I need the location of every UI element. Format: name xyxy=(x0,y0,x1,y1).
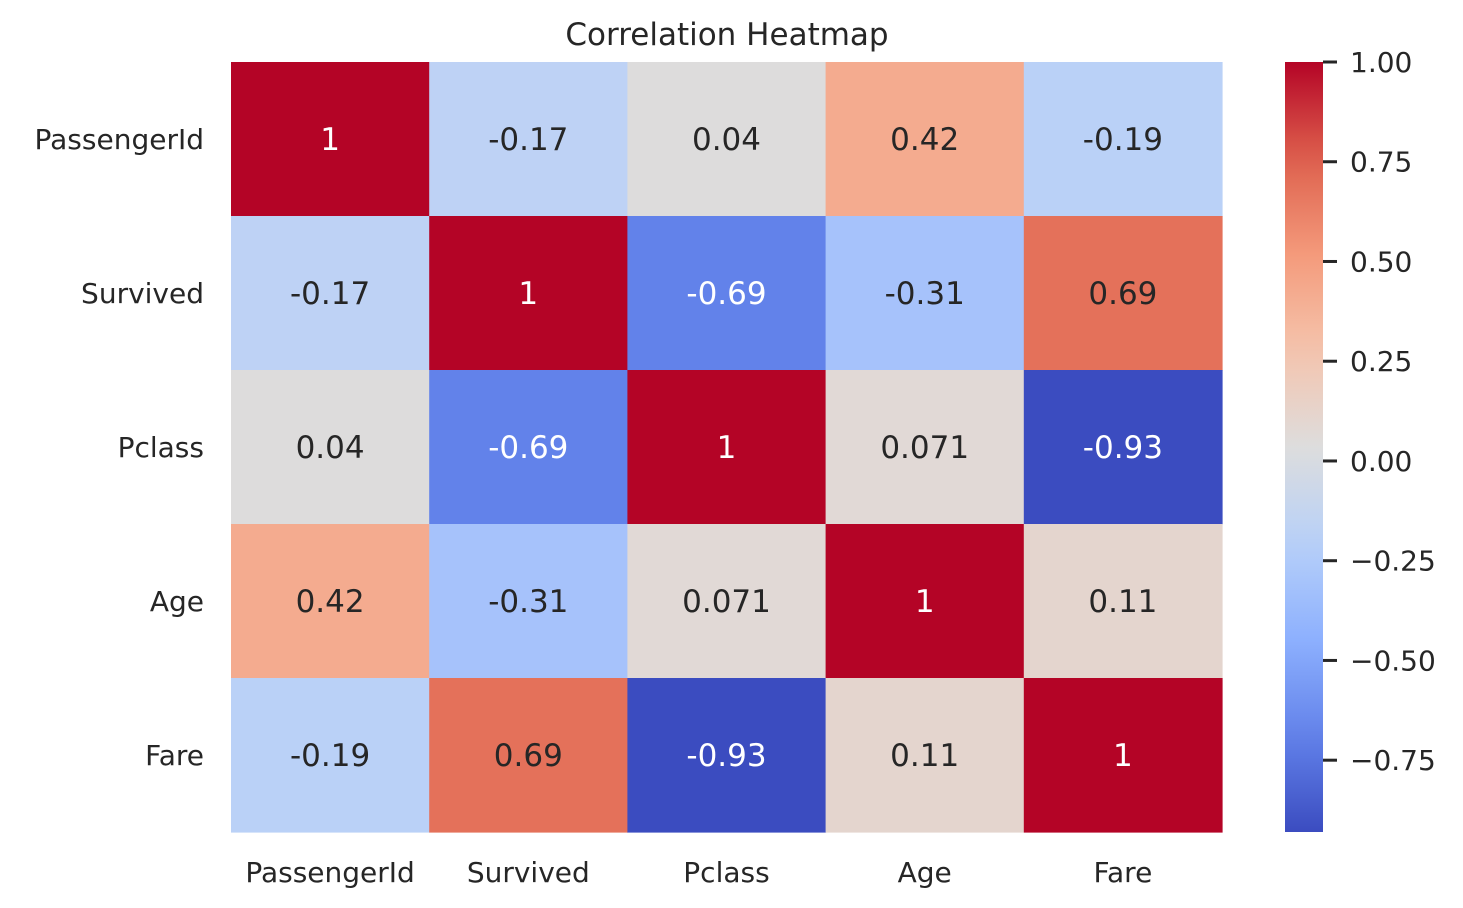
cell-annotation: 0.69 xyxy=(494,738,563,774)
heatmap-cell xyxy=(627,524,827,679)
colorbar-ticks: 1.00 0.75 0.50 0.25 0.00 −0.25 −0.50 −0.75 xyxy=(1323,46,1436,777)
heatmap-cell xyxy=(825,216,1025,371)
cell-annotation: 0.69 xyxy=(1088,276,1157,312)
cell-annotation: 0.04 xyxy=(296,430,365,466)
cell-annotation: -0.19 xyxy=(290,738,370,774)
cell-annotation: 1 xyxy=(320,122,340,158)
heatmap-cell xyxy=(825,678,1025,833)
y-axis-tick-labels: PassengerId Survived Pclass Age Fare xyxy=(35,123,204,772)
y-tick-label: Fare xyxy=(145,739,204,772)
cell-annotation: -0.69 xyxy=(488,430,568,466)
cell-annotation: -0.69 xyxy=(686,276,766,312)
cell-annotation: 0.42 xyxy=(890,122,959,158)
heatmap-cell xyxy=(627,62,827,217)
cell-annotation: 0.04 xyxy=(692,122,761,158)
cell-annotation: 0.11 xyxy=(890,738,959,774)
colorbar-tick-label: 1.00 xyxy=(1350,46,1412,79)
heatmap-cell xyxy=(429,524,628,679)
cell-annotation: -0.17 xyxy=(290,276,370,312)
colorbar-tick-label: −0.25 xyxy=(1350,545,1436,578)
cell-annotation: 0.071 xyxy=(682,584,771,620)
x-tick-label: Survived xyxy=(467,856,590,889)
heatmap-cell xyxy=(627,370,827,525)
heatmap-cell xyxy=(1023,62,1223,217)
cell-annotation: 0.42 xyxy=(296,584,365,620)
cell-annotation: -0.31 xyxy=(885,276,965,312)
colorbar-tick-label: 0.75 xyxy=(1350,146,1412,179)
colorbar-tick-label: 0.00 xyxy=(1350,445,1412,478)
cell-annotation: -0.31 xyxy=(488,584,568,620)
x-axis-tick-labels: PassengerId Survived Pclass Age Fare xyxy=(245,856,1152,889)
heatmap-cell xyxy=(825,62,1025,217)
colorbar xyxy=(1285,62,1323,832)
y-tick-label: PassengerId xyxy=(35,123,204,156)
x-tick-label: Pclass xyxy=(683,856,769,889)
colorbar-tick-label: 0.25 xyxy=(1350,345,1412,378)
heatmap-cell xyxy=(429,370,628,525)
heatmap-cell xyxy=(231,216,430,371)
x-tick-label: Age xyxy=(898,856,952,889)
colorbar-tick-label: 0.50 xyxy=(1350,245,1412,278)
heatmap-cell xyxy=(429,62,628,217)
heatmap-cell xyxy=(231,524,430,679)
cell-annotation: 1 xyxy=(717,430,737,466)
heatmap-cells xyxy=(231,62,1223,833)
colorbar-tick-label: −0.50 xyxy=(1350,644,1436,677)
y-tick-label: Age xyxy=(150,585,204,618)
heatmap-cell xyxy=(429,678,628,833)
cell-annotation: -0.93 xyxy=(1083,430,1163,466)
cell-annotation: -0.17 xyxy=(488,122,568,158)
colorbar-tick-label: −0.75 xyxy=(1350,744,1436,777)
y-tick-label: Survived xyxy=(81,277,204,310)
heatmap-cell xyxy=(825,370,1025,525)
heatmap-cell xyxy=(1023,216,1223,371)
heatmap-cell xyxy=(627,678,827,833)
heatmap-cell xyxy=(231,62,430,217)
heatmap-cell xyxy=(627,216,827,371)
cell-annotation: 1 xyxy=(915,584,935,620)
cell-annotation: 0.11 xyxy=(1088,584,1157,620)
heatmap-cell xyxy=(1023,678,1223,833)
x-tick-label: PassengerId xyxy=(245,856,414,889)
heatmap-cell xyxy=(429,216,628,371)
heatmap-cell xyxy=(231,678,430,833)
heatmap-cell xyxy=(825,524,1025,679)
cell-annotation: 1 xyxy=(1113,738,1133,774)
cell-annotation: 1 xyxy=(518,276,538,312)
heatmap-cell xyxy=(1023,370,1223,525)
x-tick-label: Fare xyxy=(1093,856,1152,889)
heatmap-cell xyxy=(231,370,430,525)
chart-title: Correlation Heatmap xyxy=(565,17,888,53)
cell-annotations: 1 -0.17 0.04 0.42 -0.19 -0.17 1 -0.69 -0.31 0.69 0… xyxy=(290,122,1163,774)
heatmap-cell xyxy=(1023,524,1223,679)
cell-annotation: -0.19 xyxy=(1083,122,1163,158)
cell-annotation: -0.93 xyxy=(686,738,766,774)
cell-annotation: 0.071 xyxy=(880,430,969,466)
y-tick-label: Pclass xyxy=(118,431,204,464)
